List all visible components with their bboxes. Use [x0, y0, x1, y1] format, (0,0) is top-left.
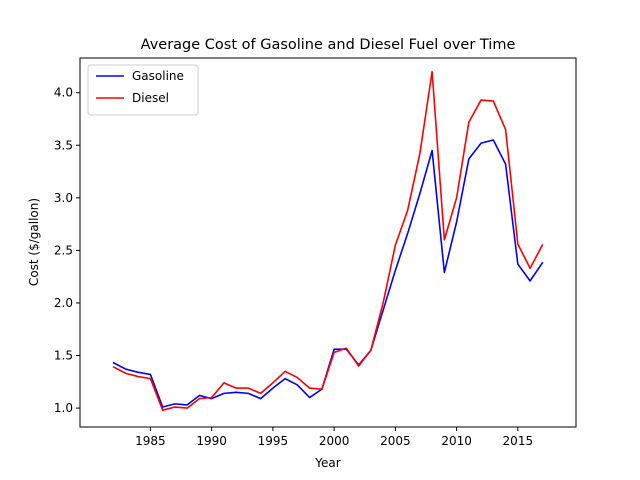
y-tick-label: 4.0 [54, 86, 73, 100]
y-tick-label: 1.0 [54, 401, 73, 415]
y-tick-label: 3.5 [54, 138, 73, 152]
plot-area: 1985 1990 1995 2000 2005 2010 2015 1.0 1.5 2.0 2.5… [54, 57, 577, 448]
x-tick-label: 2015 [503, 434, 534, 448]
y-axis-label: Cost ($/gallon) [27, 198, 41, 286]
x-tick-label: 2005 [380, 434, 411, 448]
x-tick-label: 2000 [319, 434, 350, 448]
axes-frame [79, 57, 577, 428]
chart-title: Average Cost of Gasoline and Diesel Fuel… [141, 37, 516, 53]
y-tick-label: 2.5 [54, 243, 73, 257]
x-tick-label: 2010 [441, 434, 472, 448]
series-line-diesel [112, 70, 544, 411]
x-axis-label: Year [314, 456, 340, 470]
y-tick-label: 1.5 [54, 349, 73, 363]
x-tick-label: 1990 [196, 434, 227, 448]
legend-label-gasoline: Gasoline [132, 69, 184, 83]
y-tick-label: 3.0 [54, 191, 73, 205]
x-tick-label: 1995 [258, 434, 289, 448]
x-tick-label: 1985 [135, 434, 166, 448]
legend-box [87, 64, 199, 116]
legend-label-diesel: Diesel [132, 91, 169, 105]
legend: Gasoline Diesel [87, 64, 199, 116]
y-tick-label: 2.0 [54, 296, 73, 310]
